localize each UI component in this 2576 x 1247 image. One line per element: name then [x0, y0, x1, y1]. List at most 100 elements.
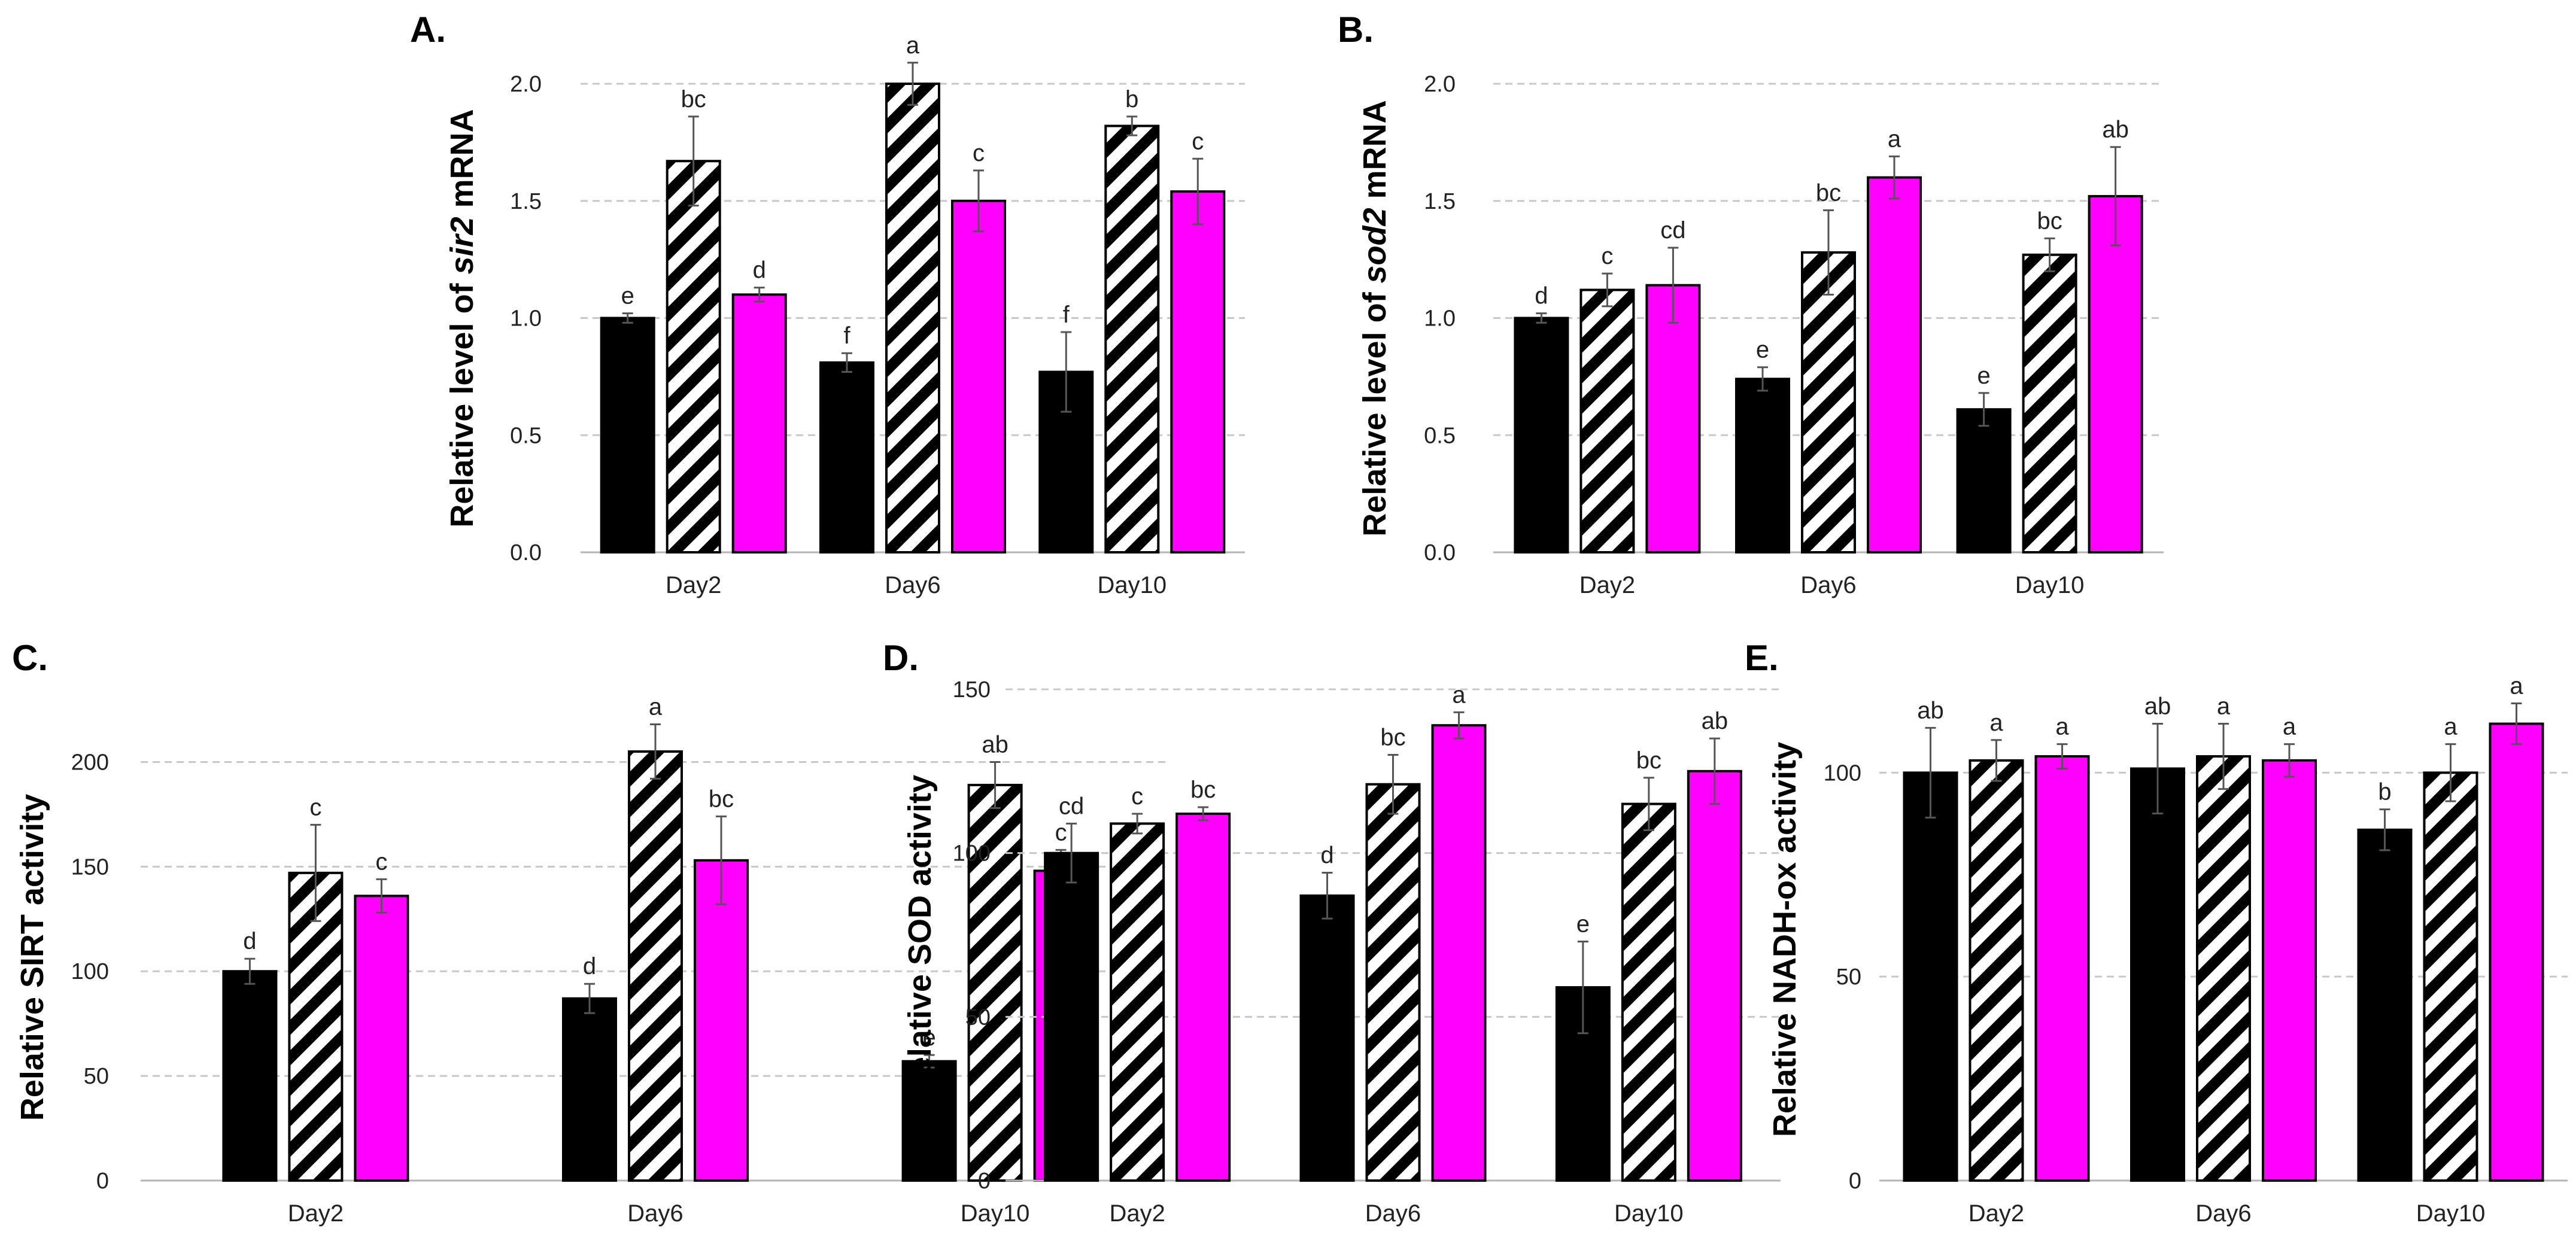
- y-axis-label-part: Relative level of: [444, 274, 480, 527]
- x-tick-label: Day6: [2195, 1200, 2251, 1227]
- bar: [885, 83, 940, 553]
- significance-label: ab: [1917, 697, 1944, 723]
- x-tick-label: Day10: [2015, 572, 2085, 598]
- significance-label: e: [1576, 911, 1590, 937]
- bar: [1175, 812, 1231, 1182]
- significance-label: cd: [1059, 793, 1084, 819]
- significance-label: d: [243, 928, 256, 954]
- chart-panel-c: C. Relative SIRT activity 0 50 100 150 200 d c c D…: [12, 638, 1170, 1227]
- bar: [731, 293, 787, 553]
- significance-label: c: [375, 848, 387, 875]
- panel-label: B.: [1338, 10, 1374, 50]
- bar: [2262, 759, 2317, 1182]
- y-tick-label: 0.0: [1424, 540, 1456, 565]
- significance-label: a: [2510, 673, 2523, 699]
- x-tick-label: Day6: [627, 1200, 683, 1227]
- y-tick-label: 1.0: [510, 306, 542, 331]
- significance-label: bc: [1380, 724, 1405, 750]
- significance-label: cd: [1660, 217, 1685, 244]
- bar: [666, 160, 721, 553]
- bar: [2034, 755, 2090, 1182]
- significance-label: f: [843, 323, 850, 349]
- significance-label: e: [1977, 363, 1990, 389]
- y-tick-label: 200: [71, 750, 109, 775]
- y-tick-label: 50: [84, 1064, 109, 1089]
- significance-label: d: [753, 257, 766, 284]
- bar: [1621, 802, 1676, 1182]
- chart-panel-b: B. Relative level of sod2 mRNA 0.0 0.5 1.0 1.…: [1338, 10, 2164, 598]
- y-axis-label: Relative SOD activity: [902, 775, 938, 1098]
- panel-label: A.: [410, 10, 446, 50]
- x-tick-label: Day6: [885, 572, 940, 598]
- y-tick-label: 2.0: [510, 72, 542, 97]
- significance-label: bc: [2037, 208, 2062, 234]
- y-axis-label: Relative SIRT activity: [14, 794, 50, 1121]
- bar: [1956, 408, 2012, 553]
- significance-label: bc: [1636, 747, 1661, 774]
- bar: [2088, 194, 2143, 554]
- bar: [1579, 288, 1635, 553]
- x-tick-label: Day10: [1614, 1200, 1684, 1227]
- x-tick-label: Day2: [1969, 1200, 2024, 1227]
- y-axis-label-part: Relative NADH-ox activity: [1767, 742, 1803, 1137]
- y-tick-label: 1.5: [1424, 189, 1456, 214]
- y-axis-label-part: Relative level of: [1357, 283, 1393, 536]
- bar: [694, 859, 749, 1182]
- significance-label: e: [1756, 337, 1769, 363]
- y-axis-label: Relative level of sir2 mRNA: [444, 109, 480, 527]
- significance-label: b: [2378, 779, 2391, 805]
- bar: [1735, 378, 1790, 553]
- significance-label: bc: [709, 786, 734, 812]
- bar: [354, 895, 409, 1182]
- significance-label: bc: [1190, 777, 1216, 803]
- significance-label: c: [1192, 128, 1204, 154]
- significance-label: a: [2444, 714, 2457, 740]
- significance-label: c: [973, 140, 985, 166]
- significance-label: d: [1535, 283, 1548, 309]
- y-tick-label: 1.5: [510, 189, 542, 214]
- bar: [600, 317, 655, 553]
- y-axis-label-part: mRNA: [1357, 100, 1393, 208]
- y-tick-label: 0: [1849, 1169, 1861, 1194]
- x-tick-label: Day6: [1800, 572, 1856, 598]
- x-tick-label: Day2: [1579, 572, 1635, 598]
- bar: [1687, 770, 1742, 1182]
- bar: [1867, 176, 1922, 554]
- y-axis-label-part: sod2: [1357, 208, 1393, 283]
- y-tick-label: 100: [1824, 761, 1861, 786]
- significance-label: c: [1055, 819, 1067, 845]
- y-tick-label: 1.0: [1424, 306, 1456, 331]
- bar: [1044, 851, 1099, 1182]
- y-tick-label: 0: [96, 1169, 109, 1194]
- y-tick-label: 0.0: [510, 540, 542, 565]
- bar: [2489, 722, 2544, 1182]
- significance-label: a: [2283, 714, 2296, 740]
- bar: [1299, 894, 1355, 1182]
- bar: [951, 199, 1006, 553]
- bar: [1431, 724, 1487, 1182]
- x-tick-label: Day10: [961, 1200, 1030, 1227]
- y-tick-label: 150: [953, 677, 991, 702]
- y-tick-label: 0.5: [1424, 423, 1456, 448]
- panel-label: E.: [1745, 638, 1779, 678]
- x-tick-label: Day10: [1097, 572, 1167, 598]
- y-axis-label: Relative level of sod2 mRNA: [1357, 100, 1393, 536]
- x-tick-label: Day2: [666, 572, 721, 598]
- significance-label: ab: [2102, 117, 2129, 143]
- significance-label: c: [1131, 783, 1143, 810]
- bar: [1514, 317, 1569, 553]
- x-tick-label: Day6: [1365, 1200, 1421, 1227]
- significance-label: c: [309, 794, 321, 820]
- significance-label: ab: [982, 731, 1008, 758]
- bar: [1903, 771, 1958, 1182]
- y-tick-label: 50: [965, 1005, 991, 1030]
- y-tick-label: 50: [1836, 965, 1861, 990]
- significance-label: a: [1989, 710, 2003, 736]
- y-tick-label: 150: [71, 854, 109, 880]
- significance-label: a: [2217, 694, 2231, 720]
- significance-label: a: [906, 32, 920, 59]
- x-tick-label: Day2: [288, 1200, 344, 1227]
- significance-label: ab: [1702, 708, 1729, 734]
